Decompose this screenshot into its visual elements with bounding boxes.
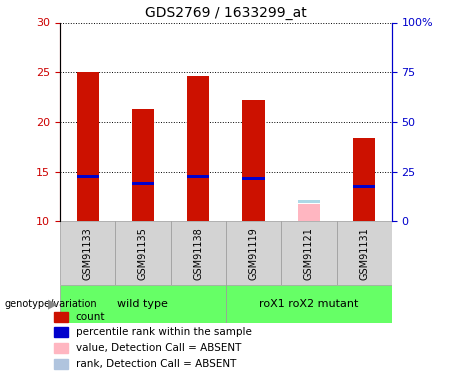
Bar — [298, 204, 320, 221]
Text: GSM91131: GSM91131 — [359, 227, 369, 279]
Bar — [60, 285, 226, 322]
Bar — [337, 221, 392, 285]
Bar — [242, 177, 265, 180]
Text: GSM91119: GSM91119 — [248, 227, 259, 279]
Bar — [132, 109, 154, 221]
Bar — [187, 175, 209, 178]
Text: wild type: wild type — [118, 299, 168, 309]
Bar — [54, 343, 69, 353]
Text: value, Detection Call = ABSENT: value, Detection Call = ABSENT — [76, 343, 241, 353]
Text: GSM91121: GSM91121 — [304, 226, 314, 280]
Bar — [115, 221, 171, 285]
Bar — [353, 138, 375, 221]
Bar — [171, 221, 226, 285]
Text: percentile rank within the sample: percentile rank within the sample — [76, 327, 251, 337]
Bar — [77, 72, 99, 221]
Text: count: count — [76, 312, 105, 322]
Text: GSM91138: GSM91138 — [193, 227, 203, 279]
Bar — [226, 221, 281, 285]
Bar — [281, 221, 337, 285]
Bar — [54, 312, 69, 322]
Bar — [77, 175, 99, 178]
Bar — [54, 327, 69, 337]
Bar — [54, 358, 69, 369]
Bar — [132, 182, 154, 185]
Title: GDS2769 / 1633299_at: GDS2769 / 1633299_at — [145, 6, 307, 20]
Bar — [187, 76, 209, 221]
Bar — [353, 185, 375, 188]
Bar — [298, 200, 320, 203]
Text: GSM91135: GSM91135 — [138, 226, 148, 280]
Text: ▶: ▶ — [48, 297, 58, 310]
Text: roX1 roX2 mutant: roX1 roX2 mutant — [259, 299, 359, 309]
Text: genotype/variation: genotype/variation — [5, 299, 97, 309]
Text: rank, Detection Call = ABSENT: rank, Detection Call = ABSENT — [76, 358, 236, 369]
Bar — [226, 285, 392, 322]
Bar — [242, 100, 265, 221]
Bar — [60, 221, 115, 285]
Text: GSM91133: GSM91133 — [83, 227, 93, 279]
